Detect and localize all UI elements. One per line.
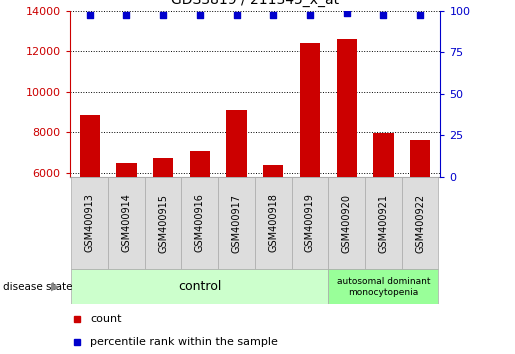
Bar (329, 269, 438, 304)
Bar (145, 177, 181, 269)
Bar (190, 150, 210, 177)
Point (85, 12, 94, 17)
Text: GSM400918: GSM400918 (268, 194, 278, 252)
Text: GSM400922: GSM400922 (415, 193, 425, 253)
Text: disease state: disease state (3, 282, 72, 292)
Point (232, 12, 241, 17)
Text: count: count (90, 314, 122, 324)
Bar (373, 133, 393, 177)
Point (306, 12, 314, 17)
Bar (80, 115, 100, 177)
Text: control: control (178, 280, 221, 293)
Bar (108, 177, 145, 269)
Point (196, 12, 204, 17)
Text: percentile rank within the sample: percentile rank within the sample (90, 337, 278, 347)
Bar (300, 43, 320, 177)
Point (269, 12, 278, 17)
Point (122, 12, 130, 17)
Point (380, 12, 388, 17)
Text: GSM400913: GSM400913 (84, 194, 95, 252)
Text: GSM400921: GSM400921 (379, 194, 388, 252)
Bar (291, 177, 329, 269)
Bar (410, 141, 430, 177)
Text: GSM400917: GSM400917 (232, 194, 242, 252)
Bar (72, 177, 108, 269)
Text: GSM400919: GSM400919 (305, 194, 315, 252)
Text: GSM400920: GSM400920 (342, 194, 352, 252)
Bar (329, 177, 365, 269)
Bar (227, 110, 247, 177)
Bar (116, 163, 136, 177)
Bar (337, 39, 357, 177)
Bar (402, 177, 438, 269)
Title: GDS3819 / 211345_x_at: GDS3819 / 211345_x_at (171, 0, 339, 7)
Text: ▶: ▶ (52, 282, 60, 292)
Bar (72, 269, 329, 304)
Text: GSM400916: GSM400916 (195, 194, 205, 252)
Text: autosomal dominant
monocytopenia: autosomal dominant monocytopenia (337, 277, 430, 297)
Point (342, 10, 351, 16)
Bar (153, 158, 173, 177)
Bar (255, 177, 291, 269)
Bar (218, 177, 255, 269)
Text: GSM400915: GSM400915 (158, 194, 168, 252)
Bar (365, 177, 402, 269)
Point (159, 12, 167, 17)
Text: GSM400914: GSM400914 (122, 194, 131, 252)
Bar (181, 177, 218, 269)
Point (416, 12, 424, 17)
Bar (263, 165, 283, 177)
